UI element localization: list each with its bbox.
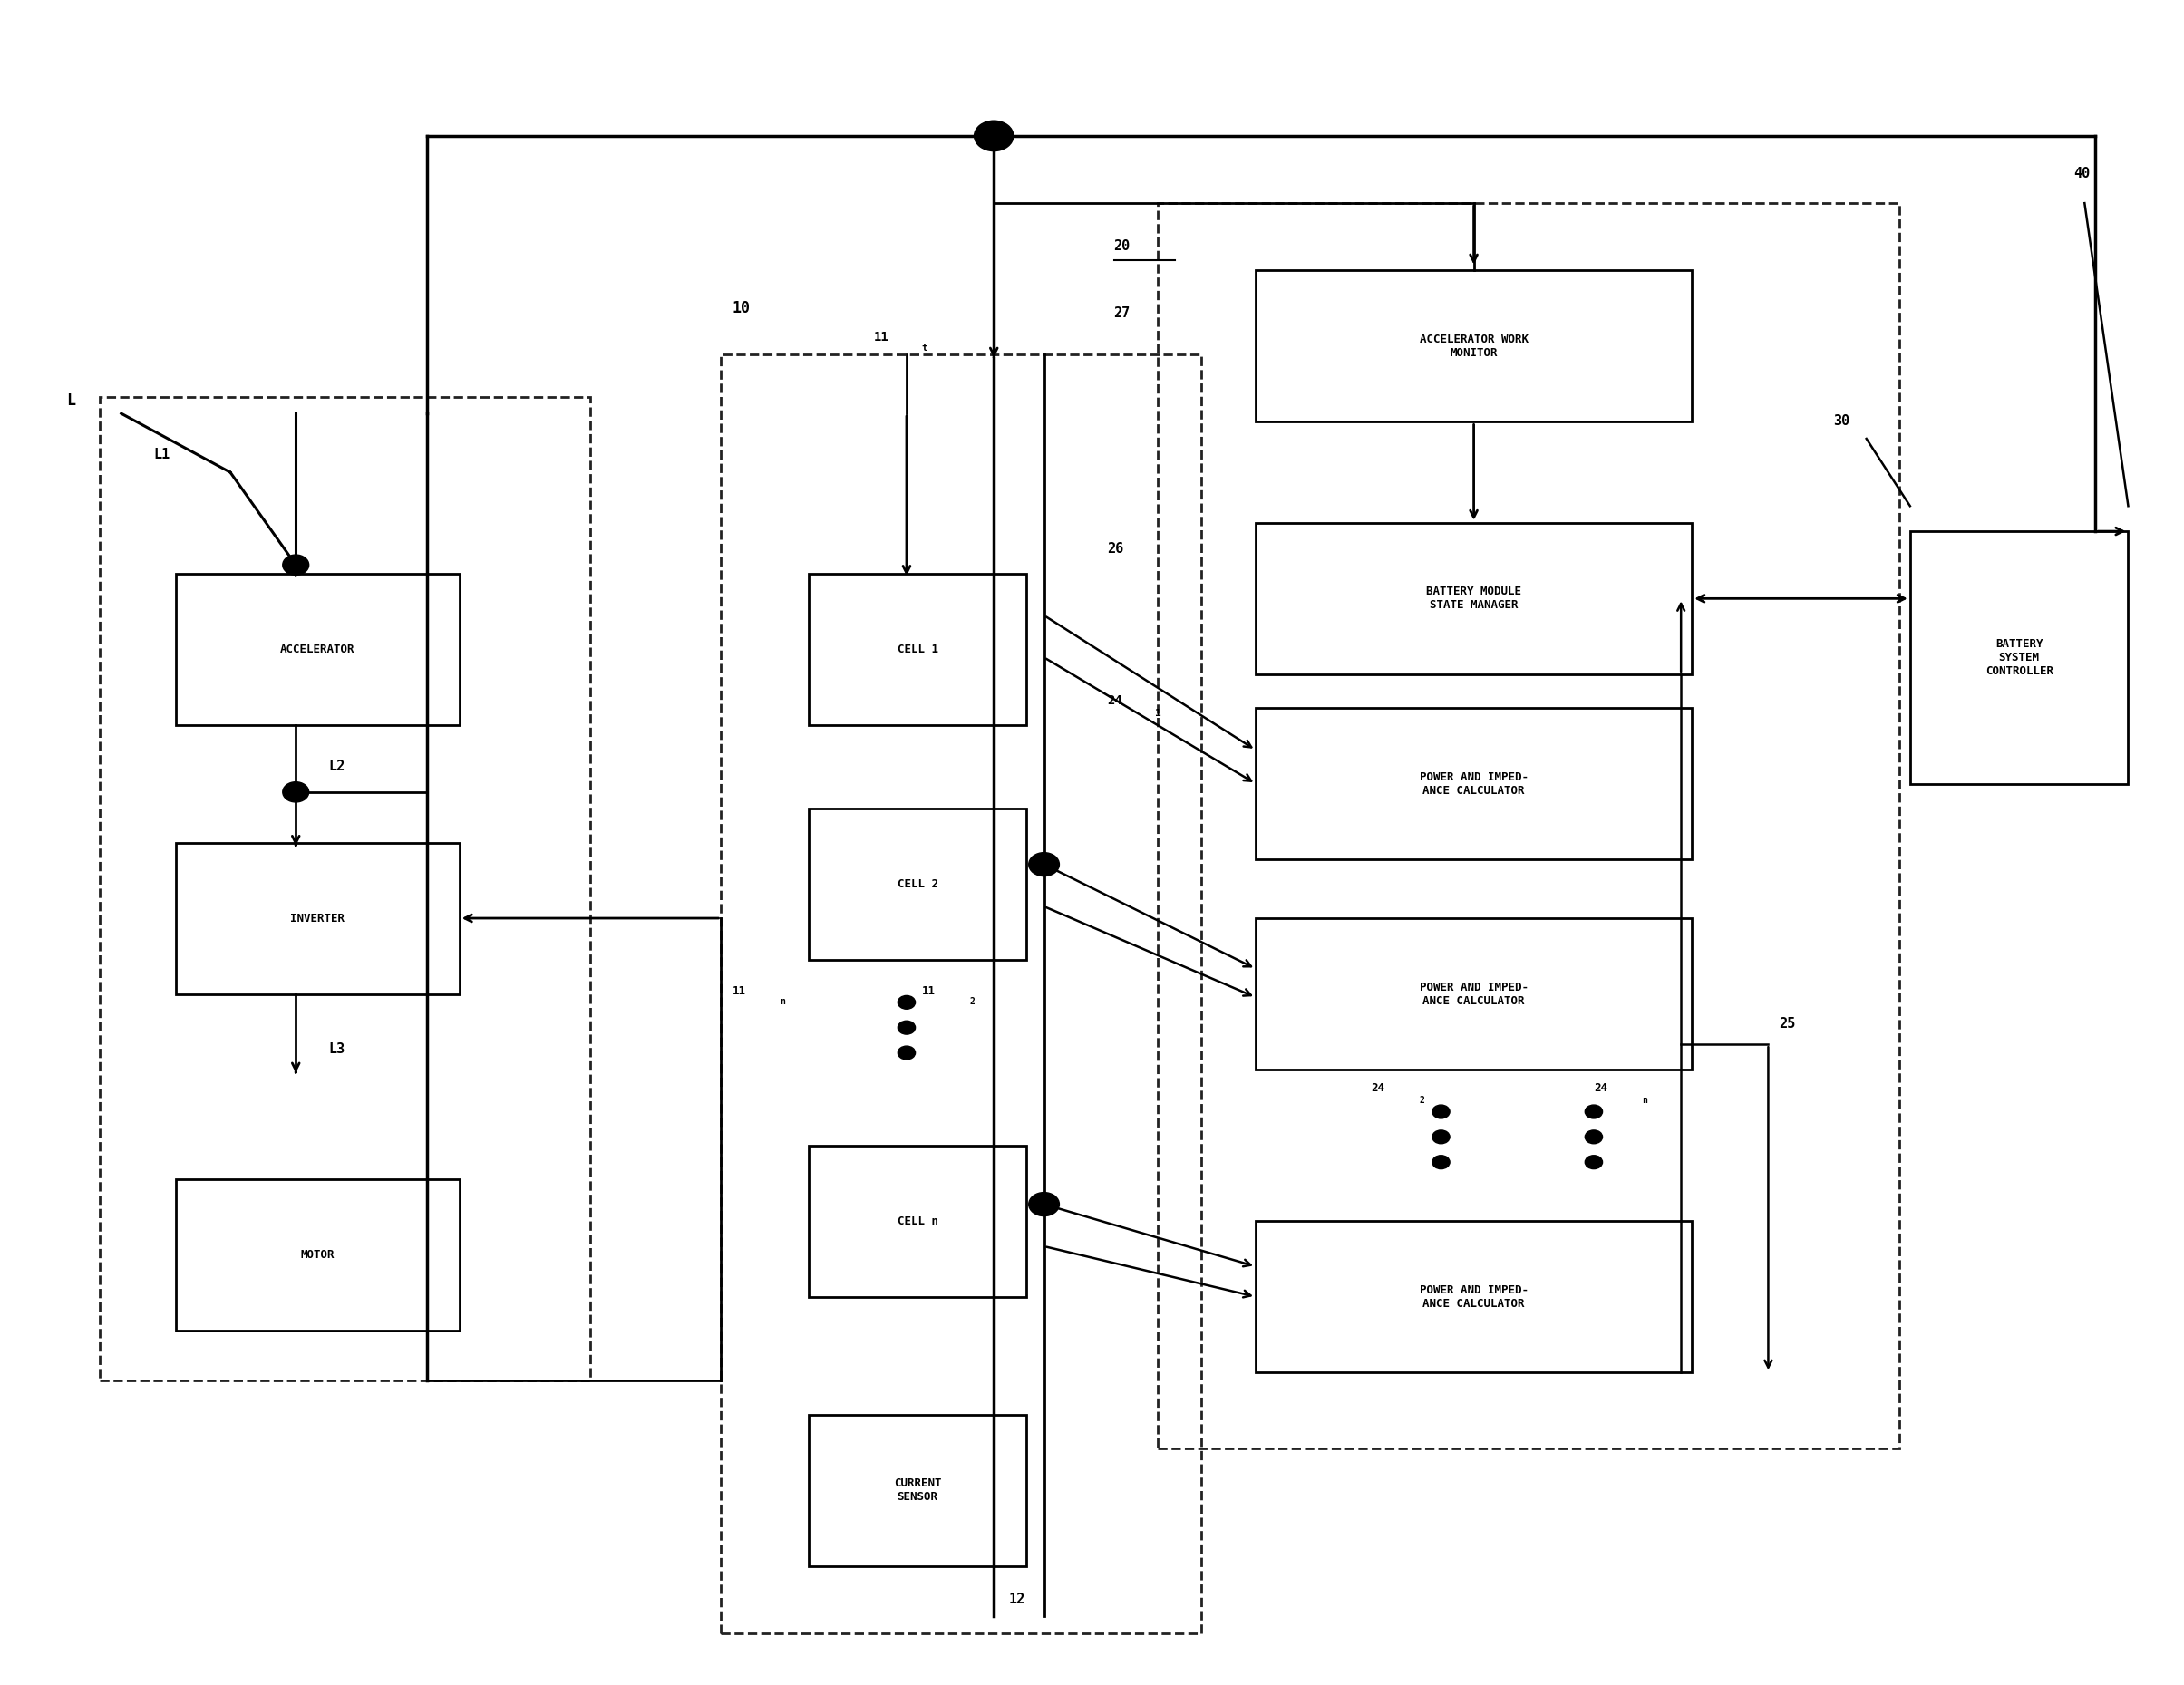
FancyBboxPatch shape (808, 1146, 1026, 1297)
FancyBboxPatch shape (1911, 531, 2127, 784)
Circle shape (898, 1046, 915, 1060)
Circle shape (898, 1021, 915, 1035)
Bar (1158, 204, 1900, 1447)
FancyBboxPatch shape (1256, 522, 1693, 674)
Text: 26: 26 (1107, 543, 1125, 556)
FancyBboxPatch shape (175, 1180, 459, 1331)
Circle shape (1586, 1105, 1603, 1119)
Text: 12: 12 (1009, 1592, 1026, 1606)
Text: BATTERY
SYSTEM
CONTROLLER: BATTERY SYSTEM CONTROLLER (1985, 639, 2053, 677)
Text: L2: L2 (328, 760, 345, 773)
Text: MOTOR: MOTOR (301, 1249, 334, 1260)
Circle shape (282, 782, 308, 802)
FancyBboxPatch shape (175, 573, 459, 725)
Bar (100, 396, 590, 1382)
Circle shape (1433, 1156, 1450, 1169)
Text: POWER AND IMPED-
ANCE CALCULATOR: POWER AND IMPED- ANCE CALCULATOR (1420, 772, 1529, 797)
Circle shape (1433, 1131, 1450, 1144)
Text: 24: 24 (1594, 1082, 1607, 1094)
Text: ACCELERATOR WORK
MONITOR: ACCELERATOR WORK MONITOR (1420, 334, 1529, 359)
Text: CELL 1: CELL 1 (898, 644, 937, 655)
Circle shape (974, 121, 1013, 152)
FancyBboxPatch shape (1256, 918, 1693, 1070)
Text: 20: 20 (1114, 239, 1131, 253)
Circle shape (1586, 1131, 1603, 1144)
Text: n: n (780, 998, 786, 1006)
Text: 24: 24 (1372, 1082, 1385, 1094)
Text: L1: L1 (153, 448, 170, 462)
FancyBboxPatch shape (808, 809, 1026, 960)
Text: 2: 2 (1420, 1095, 1424, 1105)
Circle shape (282, 554, 308, 575)
Text: CELL n: CELL n (898, 1215, 937, 1227)
Text: 30: 30 (1835, 415, 1850, 428)
Text: L: L (68, 393, 76, 409)
Text: 40: 40 (2073, 167, 2090, 180)
Circle shape (898, 996, 915, 1009)
FancyBboxPatch shape (1256, 1222, 1693, 1373)
Circle shape (1433, 1105, 1450, 1119)
Text: CURRENT
SENSOR: CURRENT SENSOR (893, 1478, 941, 1503)
Text: 24: 24 (1107, 694, 1123, 708)
Text: POWER AND IMPED-
ANCE CALCULATOR: POWER AND IMPED- ANCE CALCULATOR (1420, 1284, 1529, 1309)
Circle shape (1586, 1156, 1603, 1169)
Text: POWER AND IMPED-
ANCE CALCULATOR: POWER AND IMPED- ANCE CALCULATOR (1420, 981, 1529, 1006)
FancyBboxPatch shape (175, 842, 459, 994)
Text: 11: 11 (922, 984, 935, 996)
Circle shape (1029, 1193, 1059, 1217)
Text: t: t (922, 344, 928, 354)
Text: 1: 1 (1155, 709, 1162, 718)
Bar (721, 354, 1201, 1633)
Text: ACCELERATOR: ACCELERATOR (280, 644, 356, 655)
FancyBboxPatch shape (808, 1414, 1026, 1565)
FancyBboxPatch shape (1256, 271, 1693, 421)
Text: 2: 2 (970, 998, 976, 1006)
Text: BATTERY MODULE
STATE MANAGER: BATTERY MODULE STATE MANAGER (1426, 586, 1522, 612)
Text: L3: L3 (328, 1041, 345, 1055)
FancyBboxPatch shape (808, 573, 1026, 725)
Text: 11: 11 (732, 984, 745, 996)
Text: INVERTER: INVERTER (290, 912, 345, 923)
Text: 25: 25 (1780, 1016, 1795, 1030)
Text: 27: 27 (1114, 307, 1131, 320)
Text: n: n (1642, 1095, 1647, 1105)
Text: 10: 10 (732, 300, 749, 317)
Text: 11: 11 (874, 332, 889, 344)
FancyBboxPatch shape (1256, 708, 1693, 859)
Text: CELL 2: CELL 2 (898, 878, 937, 890)
Circle shape (1029, 853, 1059, 876)
